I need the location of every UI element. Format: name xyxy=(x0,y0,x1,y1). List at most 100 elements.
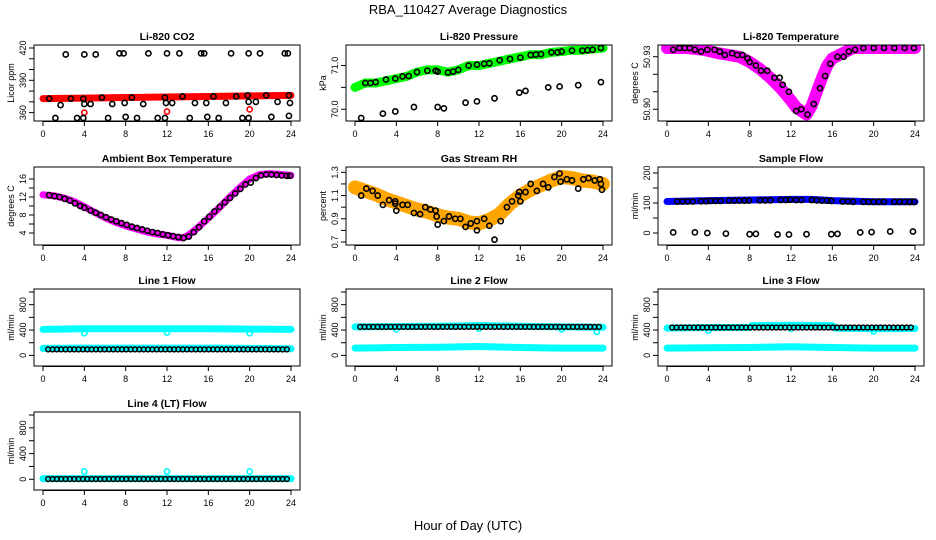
data-point xyxy=(585,174,592,182)
x-tick-label: 20 xyxy=(245,253,255,263)
data-point xyxy=(763,67,771,75)
data-point xyxy=(413,68,421,76)
data-point xyxy=(467,220,475,227)
panel-title: Sample Flow xyxy=(759,153,824,165)
data-point xyxy=(717,197,725,205)
data-point xyxy=(589,46,597,54)
series-raw xyxy=(663,195,919,206)
y-tick-label: 0 xyxy=(18,353,28,358)
y-tick-label: 12 xyxy=(18,192,28,202)
data-point xyxy=(840,53,848,61)
series-averages xyxy=(357,170,606,244)
series-raw-dips xyxy=(80,329,254,337)
x-tick-label: 8 xyxy=(435,129,440,139)
data-point xyxy=(256,49,264,57)
y-tick-label: 50.93 xyxy=(642,45,652,68)
plot-area xyxy=(351,322,607,352)
y-axis-label: ml/min xyxy=(6,438,16,465)
data-point xyxy=(374,192,382,199)
data-point xyxy=(67,95,75,103)
plot-area xyxy=(661,45,921,121)
data-point xyxy=(285,91,293,99)
y-axis-label: ml/min xyxy=(630,314,640,341)
data-point xyxy=(752,230,760,238)
data-point xyxy=(385,196,393,204)
data-point xyxy=(286,172,294,180)
data-point xyxy=(66,197,74,204)
x-tick-label: 12 xyxy=(474,253,484,263)
data-point xyxy=(399,73,406,80)
data-point xyxy=(191,99,199,107)
y-tick-label: 390 xyxy=(18,73,28,88)
data-point xyxy=(515,188,523,196)
data-point xyxy=(379,201,387,209)
series-raw-spikes xyxy=(80,468,254,475)
x-tick-label: 12 xyxy=(474,374,484,384)
series-raw-low xyxy=(663,343,919,352)
x-tick-label: 24 xyxy=(910,253,920,263)
data-point xyxy=(593,328,601,336)
data-point xyxy=(821,72,829,80)
y-axis-label: ml/min xyxy=(630,193,640,220)
data-band xyxy=(351,343,607,352)
x-tick-label: 16 xyxy=(203,129,213,139)
data-point xyxy=(231,189,239,197)
data-point xyxy=(246,329,254,337)
data-point xyxy=(849,198,857,206)
x-tick-label: 8 xyxy=(123,129,128,139)
series-raw xyxy=(350,45,608,92)
x-tick-label: 0 xyxy=(664,253,669,263)
figure-x-axis-label: Hour of Day (UTC) xyxy=(413,518,523,533)
data-point xyxy=(372,78,380,86)
data-point xyxy=(721,51,729,59)
y-tick-label: 800 xyxy=(18,420,28,435)
data-point xyxy=(246,105,254,113)
data-point xyxy=(87,100,94,108)
data-point xyxy=(440,217,448,225)
series-raw-high xyxy=(39,325,295,333)
data-band xyxy=(663,195,919,206)
x-tick-label: 4 xyxy=(82,498,87,508)
data-point xyxy=(556,170,563,177)
y-axis-label: percent xyxy=(318,190,328,221)
y-tick-label: 71.0 xyxy=(330,57,340,75)
y-tick-label: 0.9 xyxy=(330,213,340,226)
data-point xyxy=(557,178,565,186)
series-averages-zero xyxy=(669,228,917,238)
data-point xyxy=(856,228,864,236)
data-point xyxy=(128,94,136,101)
data-point xyxy=(910,198,918,206)
x-tick-label: 4 xyxy=(82,253,87,263)
panel-title: Li-820 CO2 xyxy=(140,31,195,43)
data-point xyxy=(210,93,217,100)
data-point xyxy=(79,114,87,121)
plot-area xyxy=(350,45,608,121)
x-tick-label: 4 xyxy=(394,253,399,263)
data-point xyxy=(247,179,255,186)
series-averages xyxy=(45,49,294,121)
data-band xyxy=(350,45,608,92)
data-point xyxy=(434,103,442,111)
data-point xyxy=(757,67,765,75)
x-tick-label: 4 xyxy=(706,129,711,139)
data-point xyxy=(745,197,753,204)
y-tick-label: 800 xyxy=(642,297,652,312)
data-point xyxy=(215,114,223,121)
data-point xyxy=(506,55,514,63)
data-point xyxy=(485,59,493,67)
data-point xyxy=(547,48,555,56)
x-tick-label: 20 xyxy=(245,374,255,384)
x-tick-label: 16 xyxy=(203,374,213,384)
data-point xyxy=(851,46,859,54)
x-tick-label: 16 xyxy=(515,129,525,139)
data-point xyxy=(52,114,59,121)
data-point xyxy=(797,196,805,204)
data-point xyxy=(823,197,831,204)
data-point xyxy=(281,49,289,57)
x-tick-label: 24 xyxy=(286,374,296,384)
plot-area xyxy=(663,195,919,238)
data-point xyxy=(62,51,70,58)
x-tick-label: 20 xyxy=(557,374,567,384)
